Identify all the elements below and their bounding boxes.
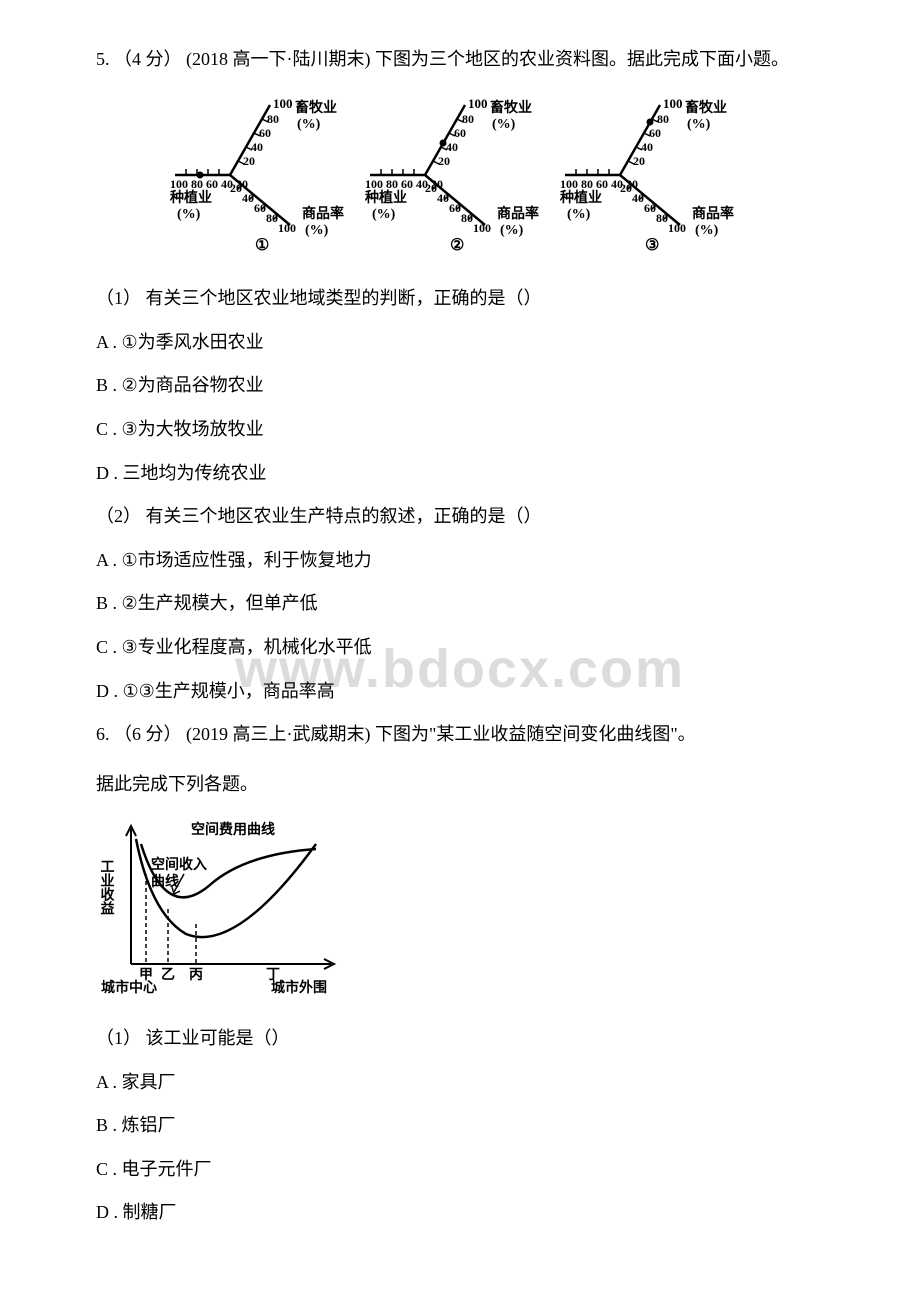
svg-text:②: ②	[450, 237, 464, 254]
q6-sub1-opt-b: B . 炼铝厂	[60, 1106, 860, 1146]
q6-intro-2: 据此完成下列各题。	[60, 765, 860, 805]
svg-text:(%): (%)	[695, 223, 719, 238]
q6-sub1-prompt: （1） 该工业可能是（）	[60, 1019, 860, 1059]
q5-intro: 5. （4 分） (2018 高一下·陆川期末) 下图为三个地区的农业资料图。据…	[60, 40, 860, 80]
svg-text:40: 40	[251, 140, 263, 154]
q5-sub1-opt-d: D . 三地均为传统农业	[60, 454, 860, 494]
svg-text:100: 100	[473, 221, 491, 235]
svg-text:80: 80	[657, 112, 669, 126]
q5-sub1-opt-b: B . ②为商品谷物农业	[60, 366, 860, 406]
svg-text:(%): (%)	[500, 223, 524, 238]
q5-sub1-options: A . ①为季风水田农业 B . ②为商品谷物农业 C . ③为大牧场放牧业 D…	[60, 323, 860, 493]
q5-ternary-diagram: 100 80 60 40 20 畜牧业 (%) 20 40 60 80 100 …	[60, 90, 860, 270]
svg-text:(%): (%)	[567, 207, 591, 222]
svg-text:(%): (%)	[372, 207, 396, 222]
svg-text:100: 100	[668, 221, 686, 235]
q5-sub2-prompt: （2） 有关三个地区农业生产特点的叙述，正确的是（）	[60, 497, 860, 537]
svg-text:100: 100	[278, 221, 296, 235]
svg-text:40: 40	[437, 191, 449, 205]
svg-text:(%): (%)	[297, 117, 321, 132]
svg-text:60: 60	[259, 126, 271, 140]
q5-sub1-prompt: （1） 有关三个地区农业地域类型的判断，正确的是（）	[60, 279, 860, 319]
svg-text:80: 80	[461, 211, 473, 225]
svg-text:种植业: 种植业	[364, 189, 407, 206]
q5-sub2-opt-b: B . ②生产规模大，但单产低	[60, 584, 860, 624]
svg-text:100: 100	[273, 96, 293, 111]
q5-sub2-options: A . ①市场适应性强，利于恢复地力 B . ②生产规模大，但单产低 C . ③…	[60, 541, 860, 711]
svg-text:80: 80	[266, 211, 278, 225]
svg-text:100 80 60 40 20: 100 80 60 40 20	[560, 177, 638, 191]
svg-text:80: 80	[267, 112, 279, 126]
svg-text:80: 80	[656, 211, 668, 225]
svg-text:畜牧业: 畜牧业	[490, 99, 532, 116]
svg-text:60: 60	[449, 201, 461, 215]
q5-sub1-opt-a: A . ①为季风水田农业	[60, 323, 860, 363]
svg-text:③: ③	[645, 237, 659, 254]
svg-text:40: 40	[641, 140, 653, 154]
svg-text:(%): (%)	[177, 207, 201, 222]
svg-text:商品率: 商品率	[497, 205, 539, 222]
svg-text:畜牧业: 畜牧业	[685, 99, 727, 116]
q5-sub2-opt-c: C . ③专业化程度高，机械化水平低	[60, 628, 860, 668]
q6-sub1-opt-c: C . 电子元件厂	[60, 1150, 860, 1190]
svg-text:100: 100	[468, 96, 488, 111]
svg-text:60: 60	[254, 201, 266, 215]
svg-text:曲线: 曲线	[151, 873, 179, 890]
q5-sub2-opt-d: D . ①③生产规模小，商品率高	[60, 672, 860, 712]
svg-text:40: 40	[446, 140, 458, 154]
page-content: 5. （4 分） (2018 高一下·陆川期末) 下图为三个地区的农业资料图。据…	[60, 40, 860, 1233]
svg-text:城市中心: 城市中心	[101, 979, 157, 994]
svg-text:40: 40	[632, 191, 644, 205]
q6-sub1-opt-d: D . 制糖厂	[60, 1193, 860, 1233]
svg-text:(%): (%)	[687, 117, 711, 132]
svg-text:空间收入: 空间收入	[151, 856, 207, 873]
svg-text:种植业: 种植业	[559, 189, 602, 206]
svg-text:100 80 60 40 20: 100 80 60 40 20	[170, 177, 248, 191]
q6-cost-chart: 工业收益 空间费用曲线 空间收入 曲线 甲 乙 丙 丁 城市中心 城市外围	[96, 814, 860, 1009]
svg-text:20: 20	[438, 154, 450, 168]
svg-text:(%): (%)	[305, 223, 329, 238]
svg-text:60: 60	[454, 126, 466, 140]
svg-text:100: 100	[663, 96, 683, 111]
q6-sub1-opt-a: A . 家具厂	[60, 1063, 860, 1103]
svg-text:商品率: 商品率	[302, 205, 344, 222]
svg-text:(%): (%)	[492, 117, 516, 132]
svg-text:60: 60	[649, 126, 661, 140]
svg-text:空间费用曲线: 空间费用曲线	[191, 821, 275, 838]
svg-text:城市外围: 城市外围	[271, 979, 327, 994]
q6-intro: 6. （6 分） (2019 高三上·武威期末) 下图为"某工业收益随空间变化曲…	[60, 715, 860, 755]
svg-text:工业收益: 工业收益	[99, 859, 115, 915]
svg-text:乙: 乙	[161, 967, 175, 983]
svg-text:80: 80	[462, 112, 474, 126]
q5-sub1-opt-c: C . ③为大牧场放牧业	[60, 410, 860, 450]
svg-text:商品率: 商品率	[692, 205, 734, 222]
svg-text:种植业: 种植业	[169, 189, 212, 206]
svg-text:畜牧业: 畜牧业	[295, 99, 337, 116]
svg-text:20: 20	[633, 154, 645, 168]
svg-text:100 80 60 40 20: 100 80 60 40 20	[365, 177, 443, 191]
q5-sub2-opt-a: A . ①市场适应性强，利于恢复地力	[60, 541, 860, 581]
q6-sub1-options: A . 家具厂 B . 炼铝厂 C . 电子元件厂 D . 制糖厂	[60, 1063, 860, 1233]
svg-text:丙: 丙	[189, 967, 203, 983]
svg-text:60: 60	[644, 201, 656, 215]
svg-text:①: ①	[255, 237, 269, 254]
svg-text:40: 40	[242, 191, 254, 205]
svg-text:20: 20	[243, 154, 255, 168]
